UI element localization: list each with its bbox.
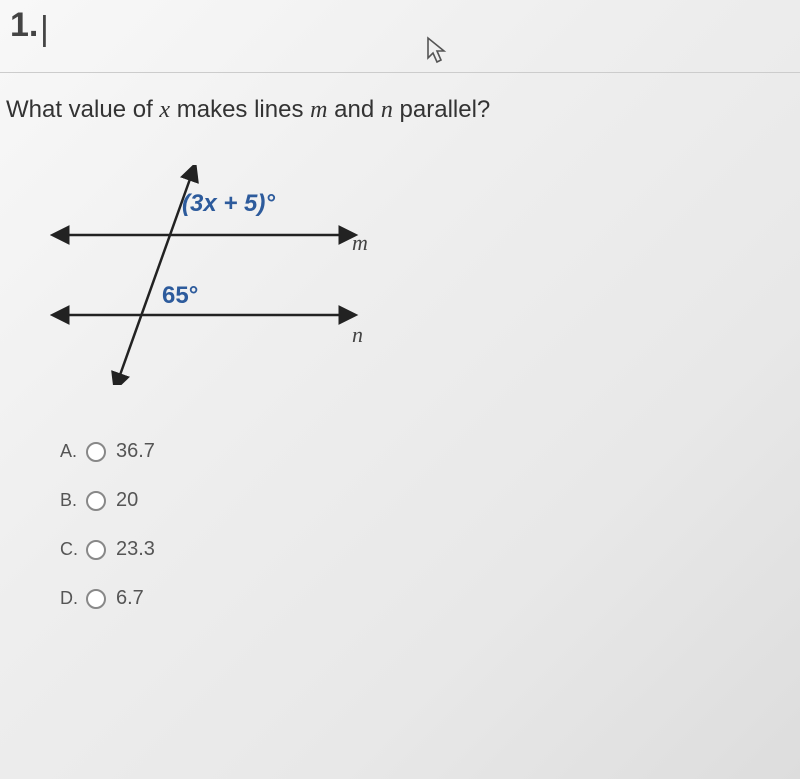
choice-d[interactable]: D. 6.7 — [60, 587, 155, 610]
question-number: 1. — [10, 6, 38, 45]
question-part: and — [327, 96, 380, 123]
choice-c[interactable]: C. 23.3 — [60, 538, 155, 561]
question-part: makes lines — [170, 96, 310, 123]
variable-n: n — [381, 97, 393, 123]
angle-value-label: 65° — [162, 282, 198, 310]
choice-value: 6.7 — [116, 587, 144, 610]
text-cursor: | — [40, 10, 49, 49]
choice-letter: B. — [60, 490, 86, 511]
variable-x: x — [159, 97, 170, 123]
choice-a[interactable]: A. 36.7 — [60, 440, 155, 463]
question-part: What value of — [6, 96, 159, 123]
angle-expression-label: (3x + 5)° — [182, 190, 275, 218]
radio-icon[interactable] — [86, 589, 106, 609]
choice-letter: A. — [60, 441, 86, 462]
choice-value: 23.3 — [116, 538, 155, 561]
answer-choices: A. 36.7 B. 20 C. 23.3 D. 6.7 — [60, 440, 155, 636]
question-part: parallel? — [393, 96, 490, 123]
line-m-label: m — [352, 230, 368, 256]
choice-b[interactable]: B. 20 — [60, 489, 155, 512]
choice-letter: C. — [60, 539, 86, 560]
radio-icon[interactable] — [86, 540, 106, 560]
choice-value: 20 — [116, 489, 138, 512]
variable-m: m — [310, 97, 327, 123]
question-text: What value of x makes lines m and n para… — [6, 96, 490, 124]
section-divider — [0, 72, 800, 73]
line-n-label: n — [352, 322, 363, 348]
choice-letter: D. — [60, 588, 86, 609]
radio-icon[interactable] — [86, 491, 106, 511]
cursor-arrow-icon — [424, 36, 450, 66]
radio-icon[interactable] — [86, 442, 106, 462]
choice-value: 36.7 — [116, 440, 155, 463]
